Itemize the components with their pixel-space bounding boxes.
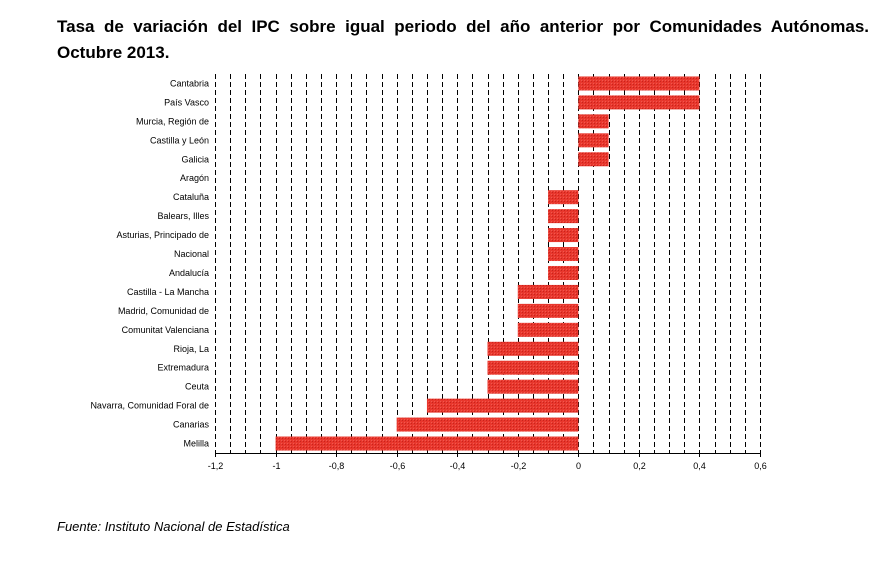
bar — [548, 265, 579, 280]
chart-title: Tasa de variación del IPC sobre igual pe… — [57, 17, 869, 62]
x-tick-label: -0,2 — [511, 461, 527, 471]
bar-chart: Cantabria País Vasco Murcia, Región de Cast… — [90, 74, 767, 471]
category-label: Balears, Illes — [157, 211, 209, 221]
category-label: Aragón — [180, 173, 209, 183]
category-label: Canarias — [173, 420, 210, 430]
category-label: País Vasco — [164, 97, 209, 107]
category-label: Madrid, Comunidad de — [118, 306, 209, 316]
category-label: Navarra, Comunidad Foral de — [90, 401, 209, 411]
bar — [548, 228, 579, 243]
bar — [487, 341, 579, 356]
x-tick-label: -0,4 — [450, 461, 466, 471]
category-label: Asturias, Principado de — [116, 230, 209, 240]
category-label: Cataluña — [173, 192, 209, 202]
category-label: Comunitat Valenciana — [122, 325, 209, 335]
category-label: Extremadura — [157, 363, 209, 373]
bar — [275, 436, 579, 451]
bar — [578, 114, 609, 129]
bar — [548, 247, 579, 262]
category-label: Castilla - La Mancha — [127, 287, 209, 297]
x-tick-label: 0,2 — [633, 461, 646, 471]
category-label: Cantabria — [170, 78, 209, 88]
bar — [426, 398, 579, 413]
category-label: Andalucía — [169, 268, 209, 278]
x-tick-label: 0,4 — [693, 461, 706, 471]
bar — [517, 322, 579, 337]
category-label: Ceuta — [185, 382, 209, 392]
bar — [578, 133, 609, 148]
x-tick-label: 0 — [576, 461, 581, 471]
category-label: Rioja, La — [173, 344, 209, 354]
source-note: Fuente: Instituto Nacional de Estadístic… — [57, 519, 290, 534]
bar — [517, 284, 579, 299]
x-tick-label: 0,6 — [754, 461, 767, 471]
bar — [396, 417, 579, 432]
bar — [548, 190, 579, 205]
bar — [517, 303, 579, 318]
category-label: Melilla — [183, 439, 209, 449]
category-label: Nacional — [174, 249, 209, 259]
bar — [578, 95, 700, 110]
bar — [548, 209, 579, 224]
category-label: Castilla y León — [150, 135, 209, 145]
x-tick-label: -1,2 — [208, 461, 224, 471]
x-tick-label: -0,6 — [390, 461, 406, 471]
bar — [578, 152, 609, 167]
x-tick-label: -1 — [272, 461, 280, 471]
x-tick-label: -0,8 — [329, 461, 345, 471]
category-label: Murcia, Región de — [136, 116, 209, 126]
bar — [578, 76, 700, 91]
bar — [487, 360, 579, 375]
bar — [487, 379, 579, 394]
category-label: Galicia — [181, 154, 209, 164]
